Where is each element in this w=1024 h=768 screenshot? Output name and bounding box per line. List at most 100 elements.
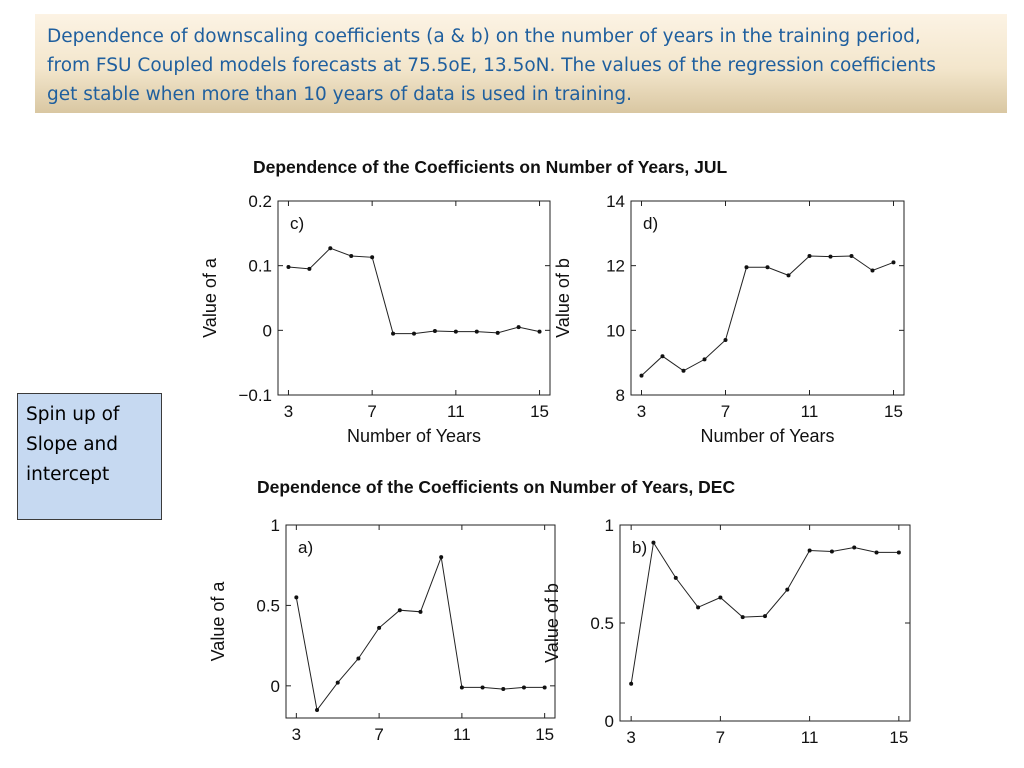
- x-tick-label: 3: [626, 728, 635, 747]
- data-point: [660, 354, 665, 359]
- data-point: [377, 625, 382, 630]
- data-point: [874, 550, 879, 555]
- data-point: [294, 595, 299, 600]
- x-tick-label: 11: [801, 728, 819, 747]
- data-point: [432, 328, 437, 333]
- spin-up-callout: Spin up of Slope and intercept: [17, 393, 162, 520]
- data-point: [723, 338, 728, 343]
- data-point: [356, 656, 361, 661]
- panel-label: a): [298, 538, 313, 557]
- data-point: [418, 609, 423, 614]
- data-point: [639, 373, 644, 378]
- data-point: [870, 268, 875, 273]
- data-point: [651, 540, 656, 545]
- data-point: [828, 254, 833, 259]
- x-tick-label: 3: [637, 402, 646, 421]
- y-axis-label: Value of b: [542, 583, 562, 663]
- data-point: [335, 680, 340, 685]
- chart-panel-c: 3 7 11 15 −0.1 0 0.1 0.2 Number of Years Value of…: [200, 192, 551, 446]
- data-point: [702, 357, 707, 362]
- x-tick-label: 15: [889, 728, 908, 747]
- data-point: [849, 253, 854, 258]
- y-tick-label: 1: [271, 516, 280, 535]
- data-point: [629, 681, 634, 686]
- x-axis-label: Number of Years: [700, 426, 834, 446]
- data-point: [740, 615, 745, 620]
- data-point: [542, 685, 547, 690]
- y-tick-label: 0: [605, 712, 614, 731]
- data-point: [718, 595, 723, 600]
- caption-banner: Dependence of downscaling coefficients (…: [35, 14, 1007, 113]
- data-point: [696, 605, 701, 610]
- y-axis-label: Value of a: [200, 257, 220, 338]
- data-point: [474, 329, 479, 334]
- x-tick-label: 3: [284, 402, 293, 421]
- x-tick-label: 7: [367, 402, 376, 421]
- data-point: [349, 253, 354, 258]
- plot-frame: [630, 200, 905, 396]
- data-point: [307, 266, 312, 271]
- x-tick-label: 7: [721, 402, 730, 421]
- data-point: [439, 555, 444, 560]
- data-point: [763, 614, 767, 619]
- data-point: [328, 246, 333, 251]
- y-tick-label: 10: [606, 321, 625, 340]
- x-tick-label: 11: [801, 402, 819, 421]
- x-tick-label: 7: [716, 728, 725, 747]
- dec-figure-title: Dependence of the Coefficients on Number…: [257, 477, 736, 497]
- data-point: [516, 325, 521, 330]
- x-tick-label: 7: [374, 725, 383, 744]
- y-tick-label: 14: [606, 192, 625, 211]
- jul-figure-title: Dependence of the Coefficients on Number…: [253, 157, 728, 177]
- chart-panel-d: 3 7 11 15 8 10 12 14 Number of Years Value of b d): [553, 192, 905, 446]
- data-point: [391, 331, 396, 336]
- y-tick-label: 0: [263, 321, 272, 340]
- data-point: [891, 260, 896, 265]
- panel-label: d): [643, 214, 658, 233]
- data-point: [453, 329, 458, 334]
- y-tick-label: 0: [271, 677, 280, 696]
- data-point: [673, 575, 678, 580]
- data-point: [744, 265, 749, 270]
- data-point: [786, 273, 791, 278]
- plot-frame: [277, 200, 551, 396]
- y-tick-label: 0.1: [248, 257, 272, 276]
- x-axis-label: Number of Years: [347, 426, 481, 446]
- chart-panel-a: 3 7 11 15 0 0.5 1 Value of a a): [208, 516, 556, 744]
- y-axis-label: Value of b: [553, 258, 573, 338]
- x-tick-label: 3: [292, 725, 301, 744]
- y-tick-label: −0.1: [238, 386, 272, 405]
- y-tick-label: 0.5: [590, 614, 614, 633]
- caption-line-3: get stable when more than 10 years of da…: [47, 84, 632, 105]
- data-point: [829, 549, 834, 554]
- x-tick-label: 11: [453, 725, 471, 744]
- y-tick-label: 8: [616, 386, 625, 405]
- callout-line-1: Spin up of: [26, 404, 120, 425]
- caption-text: Dependence of downscaling coefficients (…: [47, 22, 997, 109]
- data-point: [681, 368, 686, 373]
- x-tick-label: 15: [884, 402, 903, 421]
- x-tick-label: 15: [530, 402, 549, 421]
- data-point: [896, 550, 901, 555]
- data-point: [765, 265, 770, 270]
- data-point: [501, 687, 506, 692]
- panel-label: b): [632, 538, 647, 557]
- plot-frame: [619, 524, 911, 722]
- data-point: [852, 545, 857, 550]
- panel-label: c): [290, 214, 304, 233]
- caption-line-2: from FSU Coupled models forecasts at 75.…: [47, 55, 936, 76]
- data-point: [785, 587, 790, 592]
- data-point: [495, 330, 500, 335]
- y-tick-label: 12: [606, 257, 625, 276]
- callout-line-2: Slope and: [26, 434, 119, 455]
- chart-panel-b: 3 7 11 15 0 0.5 1 Value of b b): [542, 516, 911, 747]
- data-point: [807, 548, 812, 553]
- data-point: [315, 707, 320, 712]
- caption-line-1: Dependence of downscaling coefficients (…: [47, 26, 921, 47]
- data-point: [459, 685, 464, 690]
- callout-line-3: intercept: [26, 464, 110, 485]
- data-point: [412, 331, 416, 336]
- y-axis-label: Value of a: [208, 581, 228, 662]
- data-point: [286, 264, 291, 269]
- y-tick-label: 0.2: [248, 192, 272, 211]
